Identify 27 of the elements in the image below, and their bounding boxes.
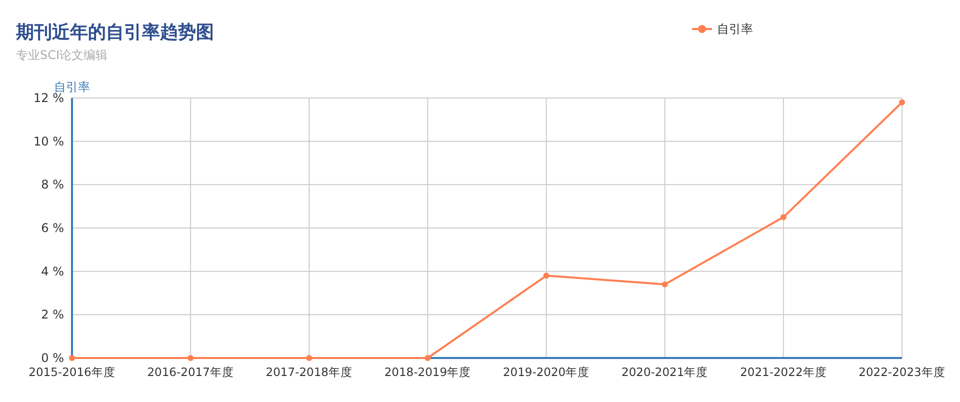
x-tick-label: 2022-2023年度 xyxy=(858,365,946,379)
legend-label: 自引率 xyxy=(717,22,753,36)
point xyxy=(424,355,431,361)
y-tick-label: 0 % xyxy=(41,351,64,365)
point xyxy=(899,99,905,106)
x-tick-label: 2018-2019年度 xyxy=(384,365,472,379)
chart-subtitle: 专业SCI论文编辑 xyxy=(16,48,108,62)
x-tick-label: 2019-2020年度 xyxy=(502,365,590,379)
x-tick-label: 2015-2016年度 xyxy=(28,365,116,379)
point xyxy=(306,355,312,361)
y-tick-label: 6 % xyxy=(41,221,64,235)
y-tick-label: 2 % xyxy=(41,308,64,322)
point xyxy=(69,355,75,361)
point xyxy=(780,214,786,220)
point xyxy=(188,355,194,361)
chart-title: 期刊近年的自引率趋势图 xyxy=(15,22,214,43)
x-tick-label: 2021-2022年度 xyxy=(740,365,827,379)
x-tick-label: 2016-2017年度 xyxy=(147,365,234,379)
y-tick-label: 10 % xyxy=(34,134,64,148)
x-tick-label: 2017-2018年度 xyxy=(266,365,352,379)
y-axis-title: 自引率 xyxy=(54,80,90,94)
point xyxy=(662,281,668,288)
point xyxy=(543,272,550,279)
y-tick-label: 8 % xyxy=(41,178,64,192)
y-tick-label: 4 % xyxy=(41,264,64,278)
y-tick-label: 12 % xyxy=(34,91,64,105)
x-tick-label: 2020-2021年度 xyxy=(622,365,708,379)
